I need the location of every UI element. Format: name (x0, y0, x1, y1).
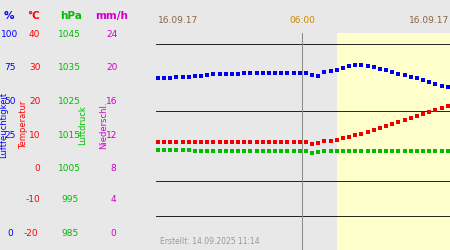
Text: 1005: 1005 (58, 164, 81, 173)
Text: 30: 30 (29, 64, 40, 72)
Text: 985: 985 (61, 228, 78, 237)
Text: 24: 24 (106, 30, 117, 39)
Text: 16.09.17: 16.09.17 (158, 16, 198, 25)
Text: 50: 50 (4, 97, 16, 106)
Text: 25: 25 (4, 130, 16, 140)
Text: hPa: hPa (60, 11, 82, 21)
Text: Luftdruck: Luftdruck (78, 105, 87, 145)
Text: 995: 995 (61, 196, 78, 204)
Text: 1035: 1035 (58, 64, 81, 72)
Text: 20: 20 (29, 97, 40, 106)
Text: °C: °C (27, 11, 40, 21)
Text: Luftfeuchtigkeit: Luftfeuchtigkeit (0, 92, 8, 158)
Text: 75: 75 (4, 64, 16, 72)
Text: Niederschl.: Niederschl. (99, 101, 108, 149)
Text: 1015: 1015 (58, 130, 81, 140)
Text: 20: 20 (106, 64, 117, 72)
Text: 0: 0 (34, 164, 40, 173)
Text: Erstellt: 14.09.2025 11:14: Erstellt: 14.09.2025 11:14 (160, 238, 260, 246)
Text: %: % (4, 11, 14, 21)
Text: 06:00: 06:00 (289, 16, 315, 25)
Text: 10: 10 (29, 130, 40, 140)
Text: -20: -20 (23, 228, 38, 237)
Bar (156, 33, 450, 250)
Text: 0: 0 (111, 228, 116, 237)
Text: Temperatur: Temperatur (19, 101, 28, 149)
Text: 12: 12 (106, 130, 117, 140)
Text: 100: 100 (1, 30, 18, 39)
Text: 8: 8 (111, 164, 116, 173)
Text: 4: 4 (111, 196, 116, 204)
Text: mm/h: mm/h (95, 11, 128, 21)
Text: 40: 40 (29, 30, 40, 39)
Text: -10: -10 (26, 196, 40, 204)
Text: 1025: 1025 (58, 97, 81, 106)
Text: 16.09.17: 16.09.17 (409, 16, 449, 25)
Text: 16: 16 (106, 97, 117, 106)
Text: 1045: 1045 (58, 30, 81, 39)
Bar (338, 33, 450, 250)
Text: 0: 0 (7, 228, 13, 237)
